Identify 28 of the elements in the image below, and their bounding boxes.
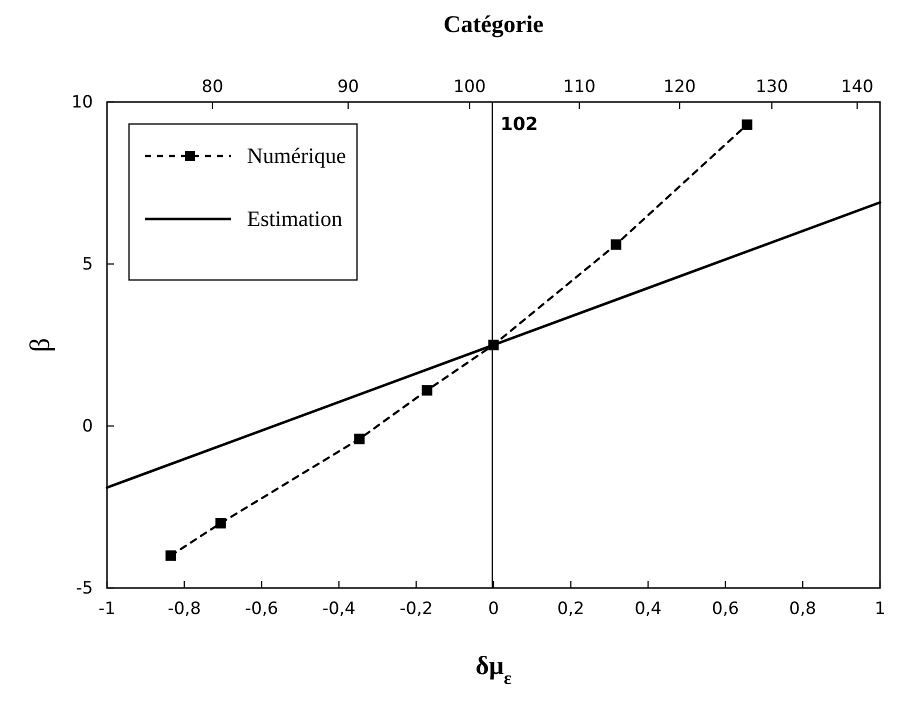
x-tick-label: -0,4 bbox=[322, 599, 356, 620]
x2-tick-label: 80 bbox=[202, 77, 224, 97]
x-axis-title: δμ$_{ε}$ bbox=[475, 651, 512, 688]
x-tick-label: 0,6 bbox=[712, 599, 739, 620]
legend-label: Numérique bbox=[247, 143, 346, 168]
x-tick-label: 0 bbox=[488, 599, 499, 620]
x-tick-label: 0,4 bbox=[634, 599, 662, 620]
x2-tick-label: 130 bbox=[756, 77, 788, 97]
x2-tick-label: 140 bbox=[840, 77, 874, 97]
y-tick-label: 0 bbox=[82, 416, 93, 436]
ref-line-label: 102 bbox=[500, 114, 538, 135]
x-tick-label: -0,8 bbox=[168, 599, 201, 620]
x2-axis-title: Catégorie bbox=[444, 12, 544, 38]
x2-tick-label: 100 bbox=[453, 77, 486, 97]
x2-tick-label: 120 bbox=[663, 77, 696, 97]
x-tick-label: -0,6 bbox=[245, 599, 278, 620]
x-tick-label: -1 bbox=[98, 599, 116, 620]
y-axis-title: β bbox=[25, 338, 56, 352]
y-tick-label: 5 bbox=[82, 254, 93, 274]
x-tick-label: 0,2 bbox=[557, 599, 584, 620]
x2-tick-label: 90 bbox=[337, 77, 359, 97]
legend-label: Estimation bbox=[247, 206, 342, 231]
y-tick-label: -5 bbox=[76, 578, 93, 598]
x-tick-label: -0,2 bbox=[400, 599, 433, 620]
x2-tick-label: 110 bbox=[563, 77, 596, 97]
x-tick-label: 1 bbox=[874, 599, 886, 620]
x-tick-label: 0,8 bbox=[789, 599, 816, 620]
y-tick-label: 10 bbox=[71, 92, 93, 112]
